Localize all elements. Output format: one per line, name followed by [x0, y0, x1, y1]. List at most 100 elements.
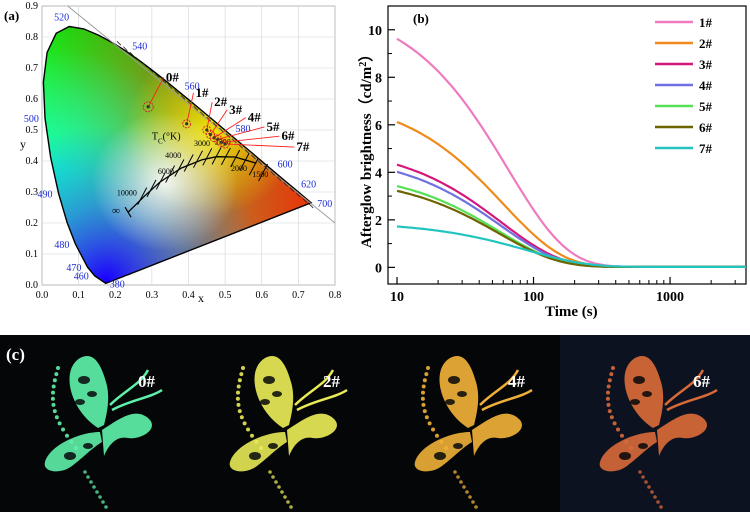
butterfly-antenna — [109, 369, 150, 406]
cie-boundary-tick — [264, 165, 269, 171]
cie-diagonal-line — [67, 5, 336, 224]
cie-y-tick-label: 0.1 — [26, 249, 39, 260]
sample-label: 2# — [214, 94, 228, 109]
butterfly-antenna — [111, 388, 163, 412]
cie-y-axis-label: y — [20, 137, 26, 151]
planckian-temperature-label: 2000 — [231, 164, 247, 173]
cie-boundary-tick — [142, 62, 147, 68]
butterfly-dot — [609, 372, 614, 377]
sample-arrow — [213, 117, 247, 139]
isotherm-tick — [146, 179, 157, 198]
cie-boundary-tick — [174, 89, 179, 95]
butterfly-dot — [605, 396, 610, 401]
butterfly-trail-dot — [638, 470, 642, 474]
cie-boundary-tick — [308, 203, 314, 209]
panel-c-label: (c) — [6, 345, 25, 364]
afterglow-legend: 1# 2# 3# 4# 5# 6# 7# — [655, 15, 713, 156]
cie-boundary-tick — [276, 176, 282, 182]
afterglow-x-tick-label: 10 — [390, 290, 404, 305]
panel-a-label: (a) — [4, 8, 19, 23]
cie-x-axis-label: x — [198, 291, 204, 305]
cie-boundary-tick — [302, 198, 308, 203]
infinity-label: ∞ — [112, 205, 120, 217]
sample-point — [216, 137, 220, 141]
afterglow-x-tick-label: 1000 — [656, 290, 684, 305]
butterfly-dot — [422, 378, 427, 383]
sample-arrow — [221, 135, 280, 143]
cie-y-tick-label: 0.8 — [26, 32, 39, 43]
legend-label: 4# — [699, 78, 713, 93]
butterfly-trail-dot — [453, 470, 457, 474]
photo-sample-label: 4# — [508, 372, 526, 391]
cie-wavelength-label: 470 — [66, 263, 81, 274]
cie-y-tick-label: 0.4 — [26, 156, 39, 167]
butterfly-dot — [607, 409, 612, 414]
afterglow-chart: 0 2 4 6 8 10 10 100 1000 1# 2# 3# 4# 5# 6# 7# (b) Time… — [357, 5, 747, 320]
butterfly-trail-dot — [656, 500, 660, 504]
butterfly-trail-dot — [98, 495, 102, 499]
cie-wavelength-label: 600 — [278, 159, 293, 170]
butterfly-dot — [420, 390, 425, 395]
butterfly-lower-wing — [414, 432, 472, 472]
butterfly-dot — [421, 402, 426, 407]
cie-x-tick-label: 0.3 — [146, 290, 159, 301]
butterfly-wing-cutout — [434, 452, 446, 460]
sample-ring — [220, 139, 230, 149]
butterfly-trail-dot — [86, 475, 90, 479]
butterfly-wing-cutout — [448, 376, 460, 384]
butterfly-dot — [607, 378, 612, 383]
butterfly-trail-dot — [641, 475, 645, 479]
butterfly-trail-dot — [653, 495, 657, 499]
butterfly-wing-cutout — [453, 443, 463, 449]
legend-label: 7# — [699, 141, 713, 156]
cie-wavelength-label: 520 — [54, 12, 69, 23]
cie-boundary-tick — [129, 51, 135, 57]
butterfly-antenna — [296, 388, 348, 412]
butterfly-trail-dot — [286, 500, 290, 504]
cie-boundary-tick — [251, 154, 256, 160]
butterfly-dot — [242, 421, 247, 426]
butterfly-antenna — [294, 369, 335, 406]
butterfly-wing-cutout — [249, 452, 261, 460]
cie-boundary-tick — [148, 68, 154, 73]
butterfly-dot — [61, 427, 66, 432]
butterfly-dot — [444, 446, 449, 450]
isotherm-tick — [230, 149, 241, 168]
butterfly-dot — [606, 402, 611, 407]
sample-arrow — [225, 143, 295, 148]
butterfly-dot — [629, 446, 634, 450]
butterfly-dot — [421, 384, 426, 389]
isotherm-tick — [239, 153, 250, 171]
cie-x-tick-label: 0.1 — [72, 290, 85, 301]
cie-boundary-tick — [244, 149, 250, 154]
legend-label: 3# — [699, 57, 713, 72]
cie-wavelength-label: 460 — [74, 272, 89, 283]
butterfly-trail-dot — [280, 490, 284, 494]
butterfly-dot — [606, 384, 611, 389]
butterfly-trail-dot — [101, 500, 105, 504]
butterfly-wing-cutout — [260, 399, 270, 405]
sample-arrow — [186, 92, 194, 124]
planckian-temperature-label: 3000 — [194, 139, 210, 148]
cie-wavelength-label: 380 — [110, 279, 125, 290]
sample-arrow — [206, 102, 213, 131]
cie-y-tick-label: 0.0 — [26, 280, 39, 291]
sample-label: 0# — [166, 69, 180, 84]
butterfly-lower-wing — [229, 432, 287, 472]
butterfly-side-wing — [657, 413, 707, 456]
butterfly-trail-dot — [474, 505, 478, 509]
cie-boundary-tick — [167, 84, 173, 89]
butterfly-dot — [54, 372, 59, 377]
sample-point — [223, 142, 227, 146]
isotherm-tick — [137, 187, 148, 205]
cie-x-tick-label: 0.7 — [292, 290, 305, 301]
butterfly-trail-dot — [462, 485, 466, 489]
butterfly-dot — [50, 396, 55, 401]
butterfly-side-wing — [102, 413, 152, 456]
butterfly-wing-cutout — [83, 443, 93, 449]
planckian-locus — [127, 156, 257, 213]
sample-ring — [182, 119, 192, 129]
butterfly-dot — [609, 415, 614, 420]
butterfly-lower-wing — [599, 432, 657, 472]
